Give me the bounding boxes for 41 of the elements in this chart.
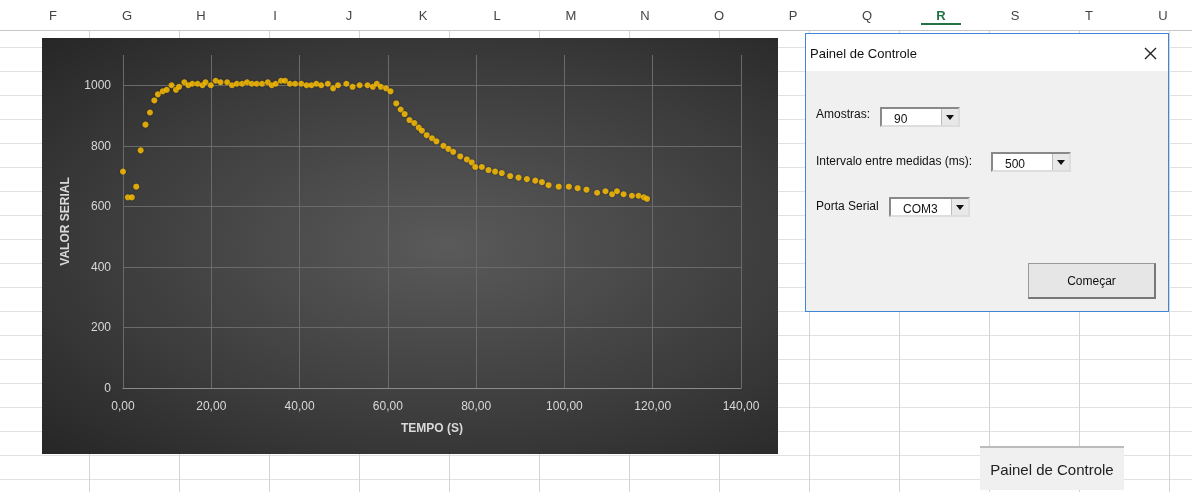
y-tick-label: 400 [90, 259, 112, 274]
y-tick-label: 200 [90, 320, 112, 335]
text: T [1084, 8, 1094, 23]
text: G [120, 8, 134, 23]
x-tick-label: 120,00 [634, 399, 672, 413]
text: K [417, 8, 429, 23]
button: Começar [1028, 263, 1156, 299]
text: Porta Serial [816, 199, 879, 213]
text: S [1009, 8, 1021, 23]
y-tick-label: 800 [90, 138, 112, 153]
y-tick-label: 1000 [84, 78, 112, 93]
y-tick-label: 600 [90, 199, 112, 214]
text: Amostras: [816, 107, 871, 121]
x-tick-label: 20,00 [196, 399, 227, 413]
text: O [712, 8, 726, 23]
x-tick-label: 140,00 [722, 399, 760, 413]
text: Painel de Controle [980, 446, 1124, 490]
x-axis-title: TEMPO (S) [401, 421, 463, 435]
text: F [48, 8, 58, 23]
text: P [787, 8, 799, 23]
text: H [195, 8, 207, 23]
x-tick-label: 40,00 [284, 399, 315, 413]
text: L [492, 8, 502, 23]
text: M [564, 8, 578, 23]
dropdown: COM3 [889, 197, 970, 217]
dropdown: 500 [991, 152, 1071, 172]
x-tick-label: 60,00 [372, 399, 404, 413]
x-tick-label: 80,00 [461, 399, 492, 413]
text: U [1157, 8, 1169, 23]
text: N [639, 8, 651, 23]
text: R [921, 8, 961, 25]
dropdown: 90 [880, 107, 960, 127]
y-axis-title: VALOR SERIAL [58, 177, 72, 266]
text: Q [860, 8, 874, 23]
text: Painel de Controle [810, 46, 917, 61]
x-tick-label: 0,00 [111, 399, 135, 413]
x-tick-label: 100,00 [546, 399, 584, 413]
y-tick-label: 0 [104, 381, 112, 395]
text: Intervalo entre medidas (ms): [816, 154, 973, 168]
text: I [272, 8, 278, 23]
text: J [344, 8, 354, 23]
